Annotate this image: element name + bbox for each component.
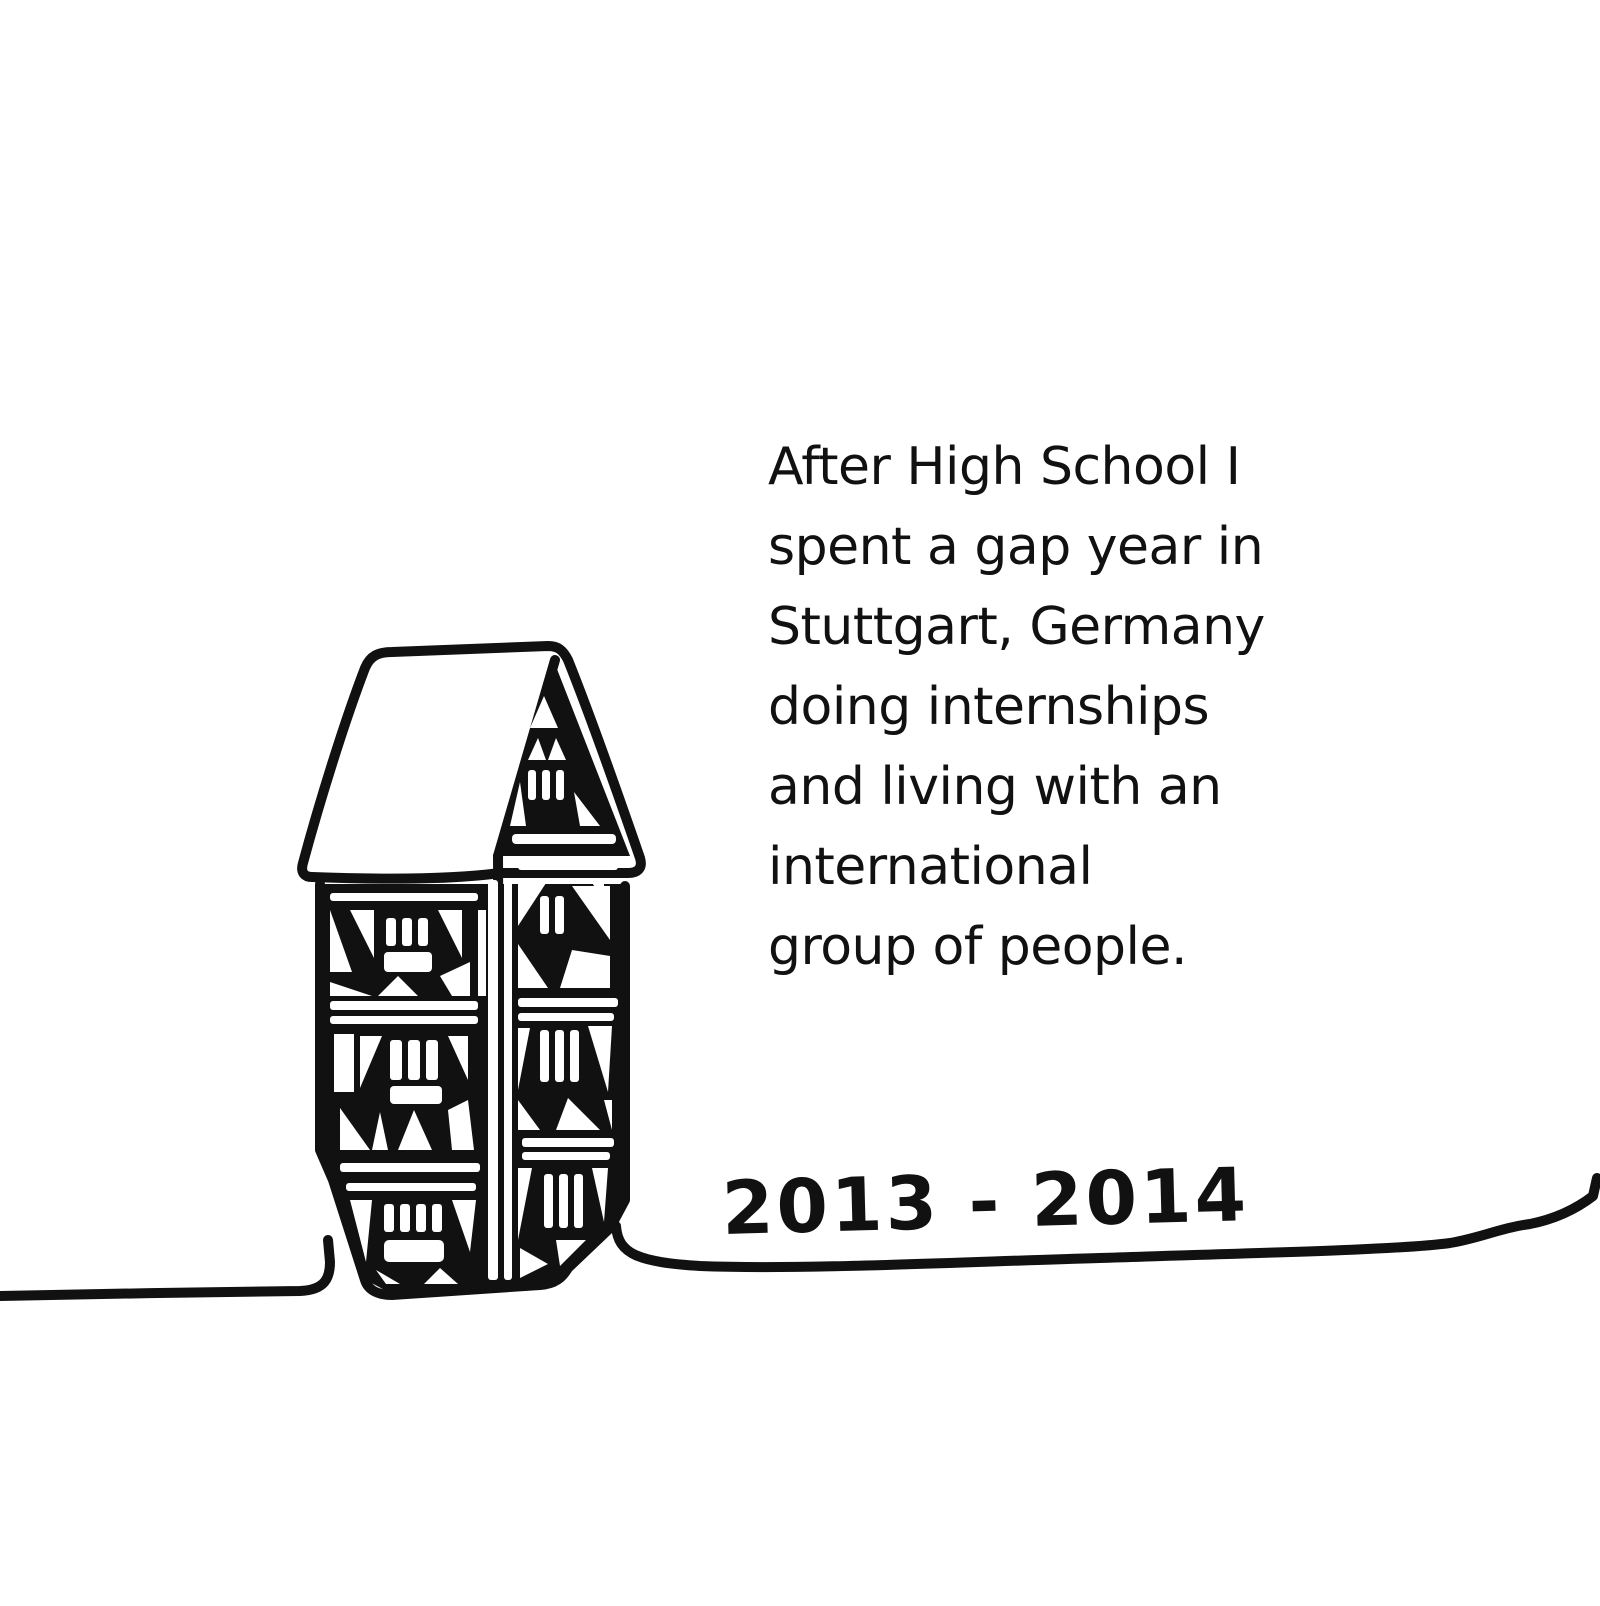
ground-line (0, 1173, 1600, 1301)
caption-line: group of people. (768, 917, 1188, 977)
caption-line: international (768, 837, 1093, 897)
caption-line: After High School I (768, 437, 1241, 497)
caption-line: Stuttgart, Germany (768, 597, 1265, 657)
caption-line: and living with an (768, 757, 1222, 817)
year-range-label: 2013 - 2014 (720, 1152, 1251, 1252)
caption-line: spent a gap year in (768, 517, 1264, 577)
caption-line: doing internships (768, 677, 1210, 737)
caption-text: After High School I spent a gap year in … (768, 427, 1388, 987)
house-roof-edge (493, 655, 560, 861)
